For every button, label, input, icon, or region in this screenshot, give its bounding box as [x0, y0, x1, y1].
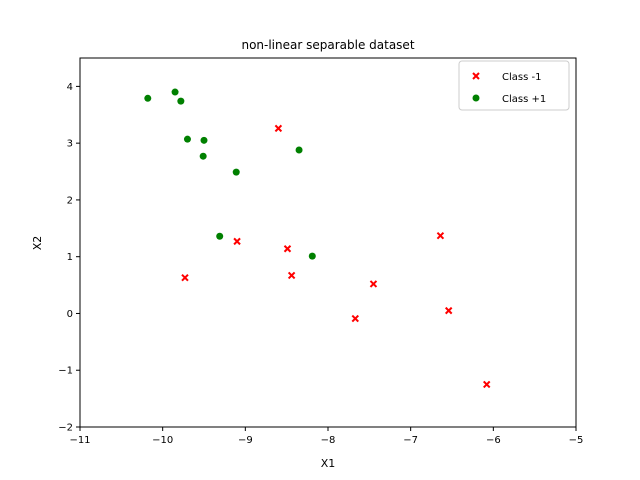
- legend-box: [458, 60, 570, 111]
- class-pos-point: [144, 94, 152, 102]
- class-pos-point: [200, 136, 208, 144]
- legend-marker: [472, 72, 480, 80]
- class-pos-point: [216, 232, 224, 240]
- class-neg-point: [181, 273, 189, 282]
- y-axis-label: X2: [31, 236, 44, 251]
- y-tick-label: 0: [67, 309, 73, 320]
- class-neg-point: [444, 306, 453, 315]
- y-tick-label: 2: [67, 195, 73, 206]
- x-tick-label: −6: [486, 435, 501, 446]
- class-pos-point: [295, 146, 303, 154]
- class-neg-point: [274, 124, 283, 133]
- class-neg-point: [233, 237, 241, 246]
- class-pos-point: [308, 252, 316, 260]
- class-neg-point: [483, 380, 491, 389]
- class-pos-point: [183, 135, 191, 143]
- class-pos-point: [177, 97, 185, 105]
- x-tick-label: −9: [238, 435, 253, 446]
- class-pos-point: [199, 152, 207, 160]
- class-pos-point: [232, 168, 240, 176]
- x-tick-label: −7: [403, 435, 418, 446]
- class-neg-point: [283, 245, 292, 253]
- legend: Class -1 Class +1: [458, 60, 570, 111]
- y-tick-label: −1: [58, 366, 73, 377]
- y-tick-label: 4: [67, 82, 73, 93]
- x-tick-label: −11: [69, 435, 90, 446]
- class-pos-point: [171, 88, 179, 96]
- x-tick-label: −10: [152, 435, 173, 446]
- x-axis-label: X1: [321, 457, 336, 470]
- class-neg-point: [287, 271, 296, 280]
- x-tick-label: −8: [321, 435, 336, 446]
- class-neg-point: [351, 314, 359, 323]
- chart-title: non-linear separable dataset: [241, 38, 414, 52]
- class-neg-point: [369, 280, 378, 288]
- axes-frame: [79, 57, 577, 428]
- legend-label: Class -1: [502, 72, 541, 83]
- y-tick-label: 1: [67, 252, 73, 263]
- legend-label: Class +1: [502, 94, 546, 105]
- legend-marker: [472, 94, 480, 102]
- class-neg-point: [436, 231, 445, 240]
- y-tick-label: 3: [67, 139, 73, 150]
- y-tick-label: −2: [58, 423, 73, 434]
- x-tick-label: −5: [569, 435, 584, 446]
